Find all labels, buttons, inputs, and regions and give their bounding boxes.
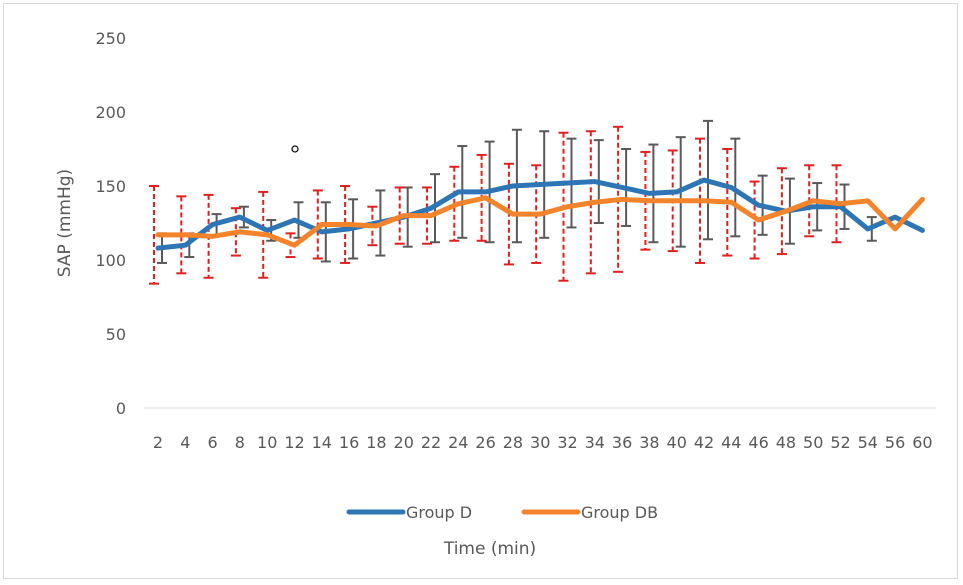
x-tick-label: 20 (394, 433, 414, 452)
x-tick-label: 52 (830, 433, 850, 452)
x-tick-label: 60 (912, 433, 932, 452)
x-tick-label: 48 (776, 433, 796, 452)
x-tick-label: 46 (748, 433, 768, 452)
x-tick-label: 56 (885, 433, 905, 452)
x-tick-label: 14 (312, 433, 332, 452)
x-tick-label: 30 (530, 433, 550, 452)
error-bars (149, 119, 877, 285)
series-lines (155, 145, 925, 251)
x-axis-ticks: 2 4 6 8 10 12 14 16 18 20 22 24 26 28 30 32 34 36 38 40 42 44… (153, 433, 933, 452)
x-tick-label: 44 (721, 433, 741, 452)
x-tick-label: 26 (475, 433, 495, 452)
y-tick-label: 50 (106, 325, 126, 344)
legend-label: Group D (406, 503, 472, 522)
x-tick-label: 12 (284, 433, 304, 452)
y-tick-label: 150 (95, 177, 126, 196)
x-tick-label: 54 (858, 433, 878, 452)
y-axis-label: SAP (mmHg) (55, 169, 75, 277)
series-line (155, 195, 925, 248)
x-tick-label: 36 (612, 433, 632, 452)
x-tick-label: 40 (667, 433, 687, 452)
y-tick-label: 200 (95, 103, 126, 122)
y-axis-ticks: 0 50 100 150 200 250 (95, 29, 126, 418)
x-tick-label: 28 (503, 433, 523, 452)
x-axis-label: Time (min) (443, 539, 536, 559)
y-tick-label: 100 (95, 251, 126, 270)
x-tick-label: 24 (448, 433, 468, 452)
x-tick-label: 50 (803, 433, 823, 452)
x-tick-label: 22 (421, 433, 441, 452)
x-tick-label: 34 (585, 433, 605, 452)
x-tick-label: 16 (339, 433, 359, 452)
y-tick-label: 250 (95, 29, 126, 48)
x-tick-label: 32 (557, 433, 577, 452)
marker-dot (291, 145, 299, 153)
x-tick-label: 4 (180, 433, 190, 452)
x-tick-label: 8 (235, 433, 245, 452)
x-tick-label: 38 (639, 433, 659, 452)
y-tick-label: 0 (116, 399, 126, 418)
x-tick-label: 2 (153, 433, 163, 452)
x-tick-label: 10 (257, 433, 277, 452)
x-tick-label: 18 (366, 433, 386, 452)
x-tick-label: 6 (208, 433, 218, 452)
legend: Group D Group DB (346, 503, 658, 522)
legend-label: Group DB (581, 503, 658, 522)
x-tick-label: 42 (694, 433, 714, 452)
chart-frame: 0 50 100 150 200 250 2 4 6 8 10 12 14 16 18 20 22 24 26 28… (3, 3, 958, 579)
